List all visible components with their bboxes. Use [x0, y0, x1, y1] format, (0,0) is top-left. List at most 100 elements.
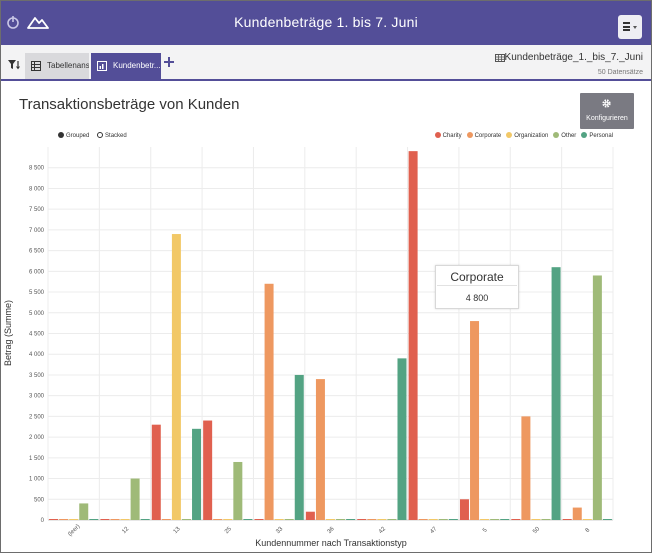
bar-organization — [120, 519, 130, 520]
gear-icon — [602, 99, 611, 108]
legend-item-charity[interactable]: Charity — [434, 132, 462, 139]
y-tick-label: 4 500 — [29, 332, 45, 338]
bar-corporate — [59, 519, 69, 520]
y-tick-label: 500 — [34, 497, 45, 503]
bar-corporate — [264, 283, 274, 520]
bar-chart: 0 500 1 000 1 500 2 000 2 500 3 000 3 500 4 000 4… — [29, 147, 614, 538]
bar-charity — [203, 420, 213, 520]
bar-charity — [511, 519, 521, 520]
stacked-option[interactable]: Stacked — [97, 132, 127, 139]
grouped-option[interactable]: Grouped — [58, 132, 89, 139]
bar-personal — [243, 519, 253, 520]
bar-charity — [459, 499, 469, 520]
bar-personal — [140, 519, 150, 520]
x-tick-label: 33 — [275, 526, 284, 535]
bar-charity — [357, 519, 367, 520]
chart-legend: Charity Corporate Organization Other Persona… — [430, 132, 613, 139]
bar-organization — [531, 519, 541, 520]
add-tab-icon[interactable] — [164, 57, 174, 67]
configure-label: Konfigurieren — [586, 115, 628, 122]
bar-other — [387, 519, 397, 520]
bar-corporate — [213, 519, 223, 520]
bar-organization — [480, 519, 490, 520]
x-tick-label: 36 — [327, 526, 336, 535]
bar-charity — [408, 151, 418, 520]
bar-other — [592, 275, 602, 520]
menu-icon — [623, 22, 630, 31]
legend-label: Other — [561, 133, 577, 139]
bar-other — [130, 478, 140, 520]
legend-label: Charity — [442, 133, 462, 139]
bar-corporate — [521, 416, 531, 520]
y-tick-label: 8 000 — [29, 186, 45, 192]
x-axis-label: Kundennummer nach Transaktionstyp — [255, 538, 407, 548]
tab-chart-view[interactable]: Kundenbetr... — [91, 53, 161, 79]
x-tick-label: 13 — [173, 526, 182, 535]
legend-label: Personal — [589, 133, 613, 139]
bar-personal — [294, 374, 304, 520]
legend-swatch — [466, 132, 473, 138]
configure-button[interactable]: Konfigurieren — [580, 93, 634, 129]
bar-other — [336, 519, 346, 520]
bar-other — [438, 519, 448, 520]
x-tick-label: 42 — [378, 526, 387, 535]
tab-label: Tabellenansicht — [47, 61, 89, 70]
legend-swatch — [581, 132, 588, 138]
legend-item-personal[interactable]: Personal — [581, 132, 613, 139]
y-tick-label: 5 500 — [29, 290, 45, 296]
grouped-stacked-toggle: Grouped Stacked — [58, 132, 133, 139]
bar-other — [79, 503, 89, 520]
bar-charity — [254, 519, 264, 520]
legend-label: Organization — [514, 133, 549, 139]
mountain-logo-icon — [27, 17, 49, 29]
x-tick-label: 8 — [585, 527, 592, 534]
bar-personal — [602, 519, 612, 520]
bar-organization — [428, 519, 438, 520]
legend-swatch — [434, 132, 441, 138]
dataset-record-count: 50 Datensätze — [597, 69, 643, 76]
bar-organization — [326, 519, 335, 520]
legend-item-corporate[interactable]: Corporate — [466, 132, 502, 139]
power-icon[interactable] — [6, 14, 20, 30]
bar-personal — [346, 519, 356, 520]
x-tick-label: 47 — [429, 526, 438, 535]
bar-organization — [377, 519, 387, 520]
radio-empty-icon — [97, 132, 104, 138]
bar-charity — [151, 424, 161, 520]
legend-item-other[interactable]: Other — [553, 132, 576, 139]
menu-button[interactable] — [618, 15, 642, 39]
chart-icon — [97, 61, 107, 71]
bar-organization — [223, 519, 233, 520]
chart-tooltip: Corporate 4 800 — [435, 265, 519, 309]
tooltip-divider — [437, 285, 517, 286]
grouped-label: Grouped — [66, 133, 90, 139]
chart-title: Transaktionsbeträge von Kunden — [19, 96, 240, 113]
bar-charity — [100, 519, 110, 520]
bar-corporate — [418, 519, 428, 520]
bar-corporate — [470, 321, 480, 520]
bar-other — [181, 519, 191, 520]
dataset-table-icon — [495, 54, 505, 62]
filter-icon[interactable] — [7, 59, 21, 71]
y-tick-label: 2 000 — [29, 435, 45, 441]
bar-charity — [562, 519, 572, 520]
bar-personal — [192, 428, 202, 520]
y-tick-label: 8 500 — [29, 166, 45, 172]
dataset-name[interactable]: Kundenbeträge_1._bis_7._Juni — [504, 52, 643, 63]
bar-corporate — [315, 379, 325, 520]
legend-item-organization[interactable]: Organization — [506, 132, 548, 139]
legend-label: Corporate — [474, 133, 502, 139]
bar-organization — [582, 519, 592, 520]
stacked-label: Stacked — [105, 133, 127, 139]
y-tick-label: 1 000 — [29, 477, 45, 483]
y-tick-label: 2 500 — [29, 414, 45, 420]
tab-bar: Tabellenansicht Kundenbetr... Kundenbetr… — [1, 45, 651, 81]
chart-panel: 0 500 1 000 1 500 2 000 2 500 3 000 3 500 4 000 4… — [1, 82, 651, 552]
legend-swatch — [553, 132, 560, 138]
tab-table-view[interactable]: Tabellenansicht — [25, 53, 89, 79]
x-tick-label: 12 — [121, 526, 130, 535]
bar-organization — [69, 519, 79, 520]
bar-other — [284, 519, 294, 520]
y-tick-label: 6 000 — [29, 269, 45, 275]
